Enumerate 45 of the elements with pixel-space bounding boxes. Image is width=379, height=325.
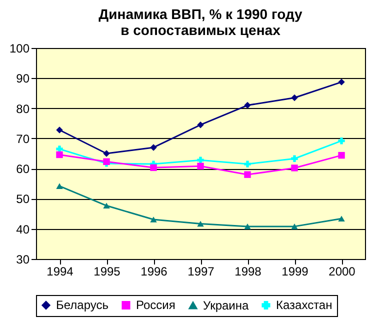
point [244, 160, 251, 168]
legend-label: Беларусь [56, 298, 108, 312]
chart-title: Динамика ВВП, % к 1990 году в сопоставимых ценах [98, 6, 303, 38]
x-tick-label: 2000 [328, 264, 356, 278]
y-tick-label: 80 [16, 102, 30, 116]
point [56, 126, 63, 134]
point [56, 151, 63, 158]
point [197, 162, 204, 170]
y-tick-label: 70 [16, 132, 30, 146]
point [291, 94, 298, 102]
point [103, 150, 110, 157]
point [197, 220, 204, 227]
legend-label: Россия [136, 298, 176, 312]
x-tick-label: 1996 [140, 264, 168, 278]
point [244, 224, 251, 230]
x-tick-label: 1995 [94, 264, 121, 278]
x-tick-label: 1997 [188, 264, 215, 278]
point [291, 164, 298, 172]
point [338, 216, 345, 222]
x-tick-label: 1994 [46, 264, 74, 278]
point [197, 156, 204, 164]
point [244, 102, 251, 109]
point [150, 216, 157, 222]
point [56, 146, 63, 152]
point [150, 164, 157, 172]
point [103, 202, 110, 209]
point [338, 78, 345, 86]
point [197, 122, 204, 128]
y-tick-label: 90 [16, 72, 30, 86]
y-tick-label: 100 [9, 42, 30, 56]
y-tick-label: 50 [16, 192, 30, 206]
point [150, 144, 157, 151]
point [291, 224, 298, 230]
y-tick-label: 30 [16, 252, 30, 266]
point [338, 152, 345, 159]
point [56, 183, 63, 189]
x-tick-label: 1998 [234, 264, 262, 278]
y-tick-label: 60 [16, 162, 30, 176]
y-tick-label: 40 [16, 222, 30, 236]
legend-label: Украина [203, 298, 250, 312]
point [338, 137, 345, 144]
x-tick-label: 1999 [282, 264, 309, 278]
legend-label: Казахстан [276, 298, 332, 312]
point [291, 155, 298, 162]
point [244, 171, 251, 178]
